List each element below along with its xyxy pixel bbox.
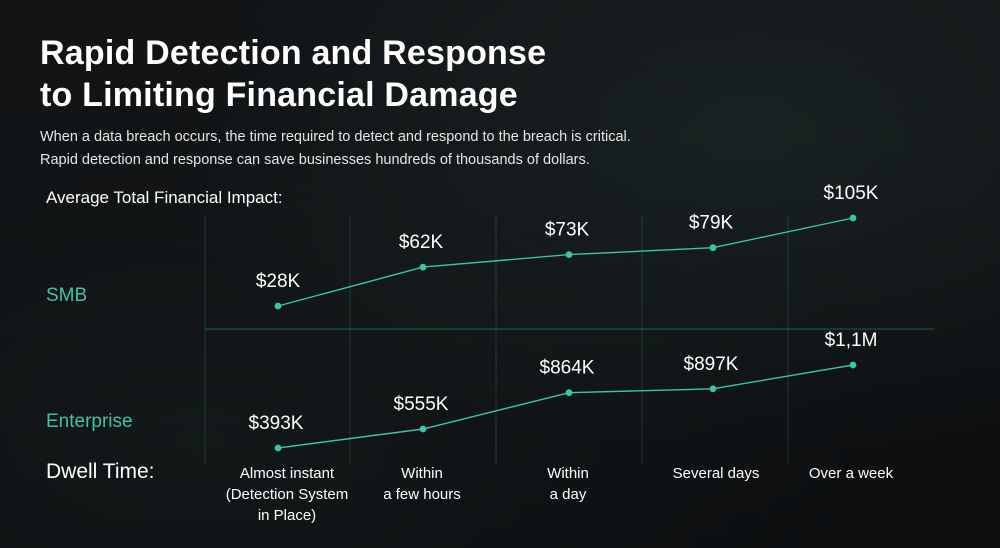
data-point [419,263,427,271]
page-subtitle: When a data breach occurs, the time requ… [40,129,631,168]
page-title: Rapid Detection and Response to Limiting… [40,34,547,114]
data-label: $79K [689,213,734,234]
y-axis-label: Average Total Financial Impact: [46,188,283,207]
chart-grid [204,215,935,465]
data-label: $105K [824,183,879,204]
chart-marks: $28K $62K $73K $79K $105K $393K $555K $864K $897… [249,183,879,452]
data-point [565,389,573,397]
data-label: $28K [256,271,301,292]
data-label: $1,1M [825,330,878,351]
data-point [709,244,717,252]
data-label: $897K [684,354,739,375]
data-point [565,251,573,258]
series-label-smb: SMB [46,285,88,306]
data-point [419,425,427,433]
data-label: $393K [249,413,304,434]
data-point [709,385,717,393]
data-point [274,302,282,310]
x-tick-label: Over a week [808,465,894,482]
data-label: $555K [394,394,449,415]
data-point [849,361,857,369]
data-label: $864K [540,358,595,379]
data-point [849,214,857,222]
series-label-enterprise: Enterprise [46,411,133,432]
x-axis-label: Dwell Time: [46,460,155,483]
x-tick-label: Within a few hours [383,465,461,503]
data-point [274,444,282,452]
x-tick-label: Several days [672,465,760,482]
data-label: $73K [545,220,590,241]
x-tick-label: Almost instant (Detection System in Plac… [225,465,349,524]
data-label: $62K [399,232,444,253]
x-tick-label: Within a day [547,465,589,503]
